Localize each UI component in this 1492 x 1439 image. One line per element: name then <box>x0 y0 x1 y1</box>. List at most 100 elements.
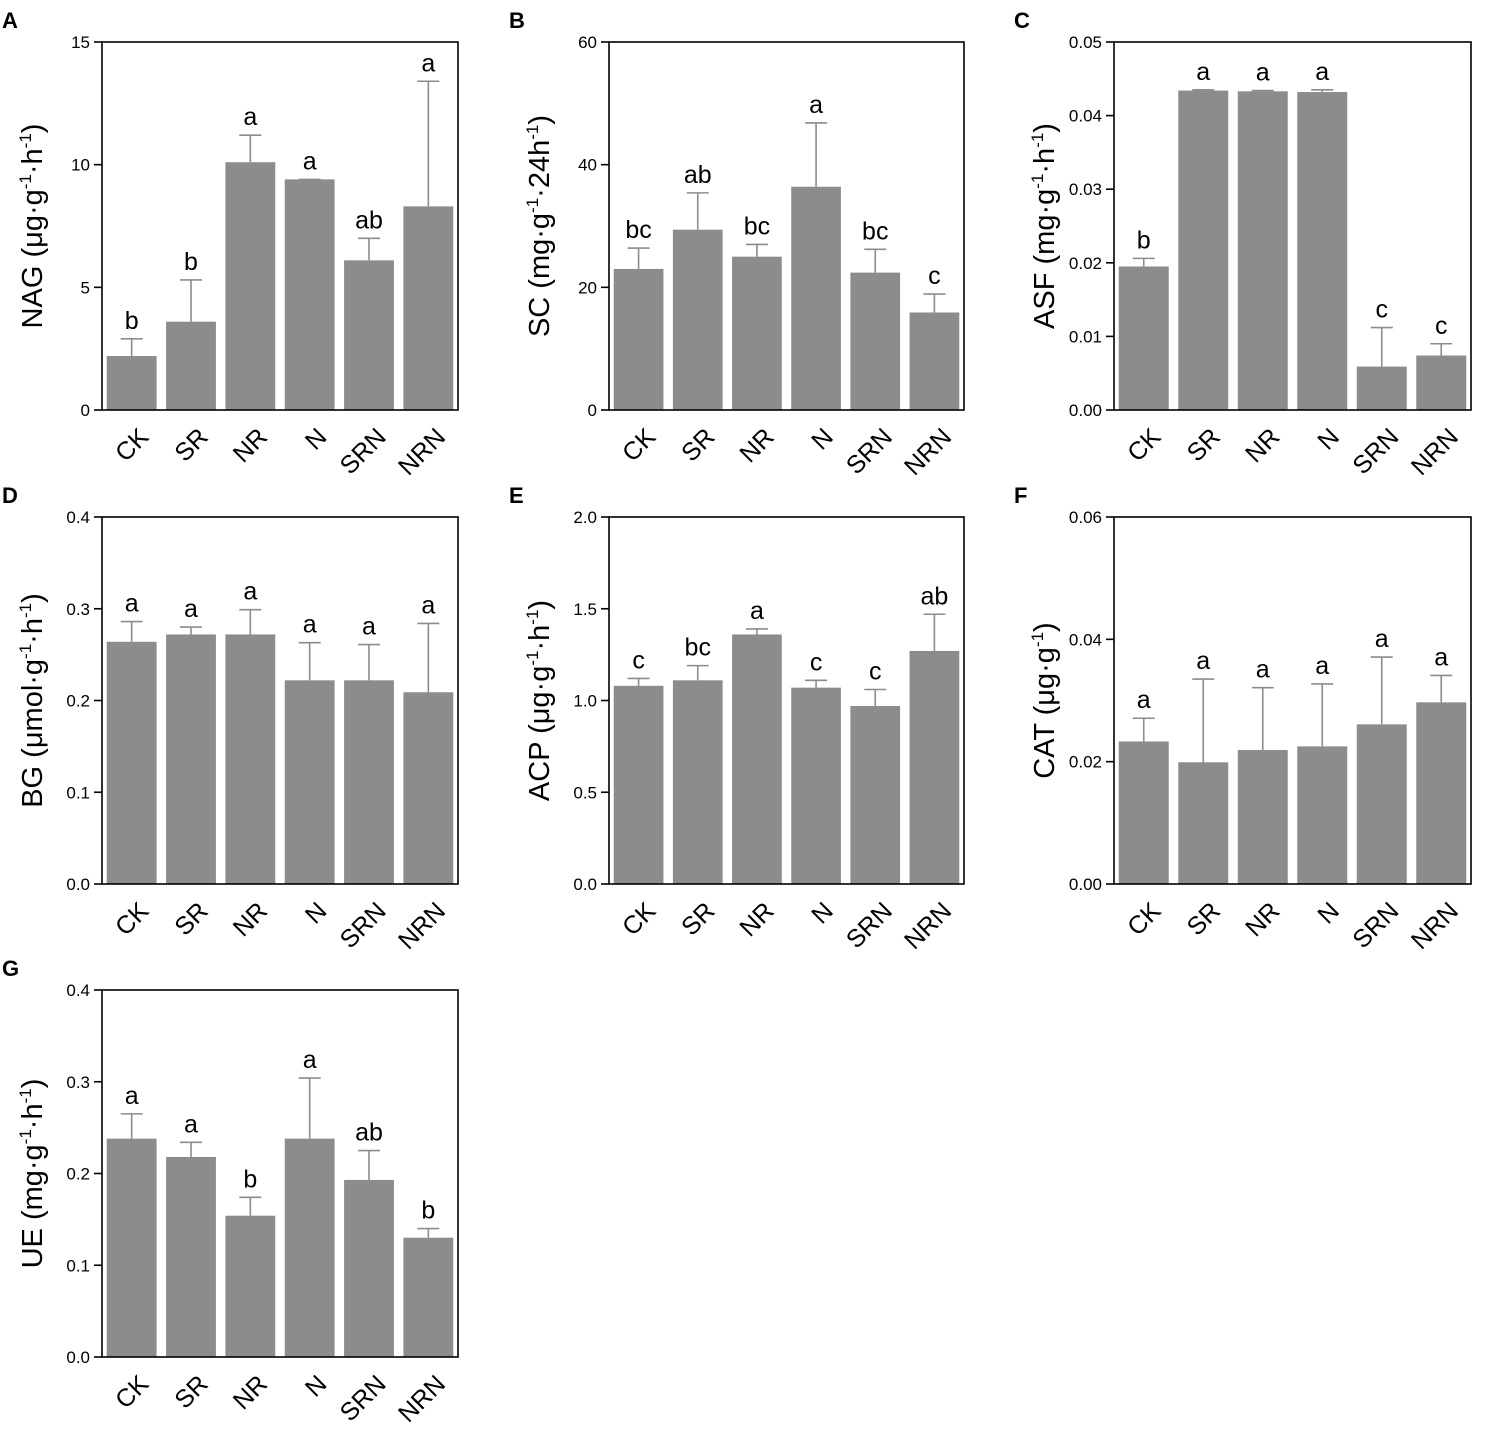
bar-f-n <box>1297 746 1348 884</box>
x-tick-label-e-n: N <box>806 897 839 930</box>
y-axis-label-f: CAT (μg·g-1​) <box>1028 622 1061 778</box>
significance-letter-d-n: a <box>303 611 317 639</box>
significance-letter-g-n: a <box>303 1046 317 1074</box>
significance-letter-a-n: a <box>303 147 317 175</box>
x-tick-label-c-n: N <box>1312 423 1345 456</box>
x-tick-label-b-n: N <box>806 423 839 456</box>
significance-letter-b-n: a <box>809 91 823 119</box>
x-tick-label-d-nrn: NRN <box>393 897 451 955</box>
x-tick-label-g-sr: SR <box>169 1370 213 1414</box>
x-tick-label-g-n: N <box>300 1370 333 1403</box>
y-tick-label-f: 0.00 <box>1069 875 1102 894</box>
x-tick-label-f-sr: SR <box>1182 897 1226 941</box>
bar-g-nr <box>225 1215 276 1357</box>
bar-e-nrn <box>909 650 960 884</box>
significance-letter-e-srn: c <box>869 657 882 685</box>
bar-f-nrn <box>1416 702 1467 884</box>
panel-letter-f: F <box>1014 483 1027 508</box>
significance-letter-e-nrn: ab <box>921 582 949 610</box>
bar-a-nrn <box>403 206 454 410</box>
panel-letter-g: G <box>2 956 19 981</box>
significance-letter-a-srn: ab <box>355 206 383 234</box>
bar-c-sr <box>1178 90 1229 411</box>
y-tick-label-e: 1.5 <box>573 600 597 619</box>
bar-d-n <box>284 680 335 884</box>
bar-e-sr <box>672 680 723 884</box>
bar-f-sr <box>1178 762 1229 884</box>
significance-letter-c-nrn: c <box>1435 312 1448 340</box>
bar-c-nr <box>1237 91 1288 410</box>
significance-letter-e-nr: a <box>750 597 764 625</box>
plot-frame-b <box>608 41 965 411</box>
y-tick-label-c: 0.04 <box>1069 107 1102 126</box>
y-tick-label-d: 0.4 <box>66 508 90 527</box>
significance-letter-a-ck: b <box>125 307 139 335</box>
x-tick-label-b-ck: CK <box>617 423 662 468</box>
y-axis-label-e: ACP (μg·g-1​·h-1​) <box>523 600 556 801</box>
y-tick-label-b: 40 <box>578 156 597 175</box>
y-tick-label-b: 20 <box>578 278 597 297</box>
x-tick-label-b-sr: SR <box>676 423 720 467</box>
significance-letter-f-ck: a <box>1137 686 1151 714</box>
y-tick-label-c: 0.00 <box>1069 401 1102 420</box>
bar-f-nr <box>1237 750 1288 884</box>
y-tick-label-g: 0.1 <box>66 1256 90 1275</box>
bar-g-sr <box>166 1156 216 1357</box>
significance-letter-b-nr: bc <box>744 212 770 240</box>
bar-c-ck <box>1118 266 1169 410</box>
significance-letter-e-n: c <box>810 648 823 676</box>
y-tick-label-e: 1.0 <box>573 692 597 711</box>
bar-e-n <box>791 687 841 884</box>
y-tick-label-c: 0.03 <box>1069 180 1102 199</box>
y-tick-label-g: 0.0 <box>66 1348 90 1367</box>
panel-a: Ab CK b SR a NR a Nab SRN a NRN 0 5 10 15 NAG (μg·g-1​·… <box>2 8 459 481</box>
bar-a-n <box>284 179 335 410</box>
panel-letter-a: A <box>2 8 18 33</box>
y-tick-label-a: 15 <box>71 33 90 52</box>
x-tick-label-c-nr: NR <box>1240 423 1285 468</box>
x-tick-label-d-n: N <box>300 897 333 930</box>
significance-letter-e-sr: bc <box>685 634 711 662</box>
x-tick-label-e-sr: SR <box>676 897 720 941</box>
bar-f-srn <box>1356 724 1407 884</box>
panel-letter-d: D <box>2 483 18 508</box>
x-tick-label-g-nr: NR <box>228 1370 273 1415</box>
x-tick-label-a-n: N <box>300 423 333 456</box>
x-tick-label-e-nr: NR <box>734 897 779 942</box>
significance-letter-f-sr: a <box>1196 647 1210 675</box>
y-tick-label-d: 0.3 <box>66 600 90 619</box>
x-tick-label-f-ck: CK <box>1122 897 1167 942</box>
panel-f: Fa CK a SR a NR a Na SRN a NRN 0.00 0.02 0.04 0.06 CAT … <box>1014 483 1472 955</box>
x-tick-label-a-sr: SR <box>169 423 213 467</box>
y-tick-label-a: 5 <box>81 278 90 297</box>
bar-b-srn <box>850 272 901 410</box>
bar-g-nrn <box>403 1237 454 1357</box>
y-axis-label-d: BG (μmol·g-1​·h-1​) <box>16 593 49 808</box>
significance-letter-d-nr: a <box>243 578 257 606</box>
y-axis-label-g: UE (mg·g-1​·h-1​) <box>16 1079 49 1269</box>
x-tick-label-d-nr: NR <box>228 897 273 942</box>
y-axis-label-c: ASF (mg·g-1​·h-1​) <box>1028 123 1061 329</box>
significance-letter-f-n: a <box>1315 652 1329 680</box>
significance-letter-f-srn: a <box>1375 625 1389 653</box>
bar-b-n <box>791 186 841 410</box>
bar-d-ck <box>106 641 157 884</box>
significance-letter-c-n: a <box>1315 58 1329 86</box>
x-tick-label-c-sr: SR <box>1182 423 1226 467</box>
x-tick-label-e-srn: SRN <box>841 897 898 954</box>
bar-d-nrn <box>403 692 454 884</box>
x-tick-label-f-srn: SRN <box>1347 897 1404 954</box>
bar-c-n <box>1297 92 1348 410</box>
bar-b-ck <box>613 268 664 410</box>
bar-b-nrn <box>909 312 960 410</box>
y-tick-label-f: 0.04 <box>1069 630 1102 649</box>
significance-letter-b-ck: bc <box>625 216 651 244</box>
x-tick-label-a-nrn: NRN <box>393 423 451 481</box>
significance-letter-d-ck: a <box>125 590 139 618</box>
panel-letter-c: C <box>1014 8 1030 33</box>
panel-g: Ga CK a SR b NR a Nab SRN b NRN 0.0 0.1 0.2 0.3 0.4 UE (… <box>2 956 459 1428</box>
y-tick-label-c: 0.01 <box>1069 327 1102 346</box>
x-tick-label-e-nrn: NRN <box>899 897 957 955</box>
significance-letter-d-sr: a <box>184 595 198 623</box>
